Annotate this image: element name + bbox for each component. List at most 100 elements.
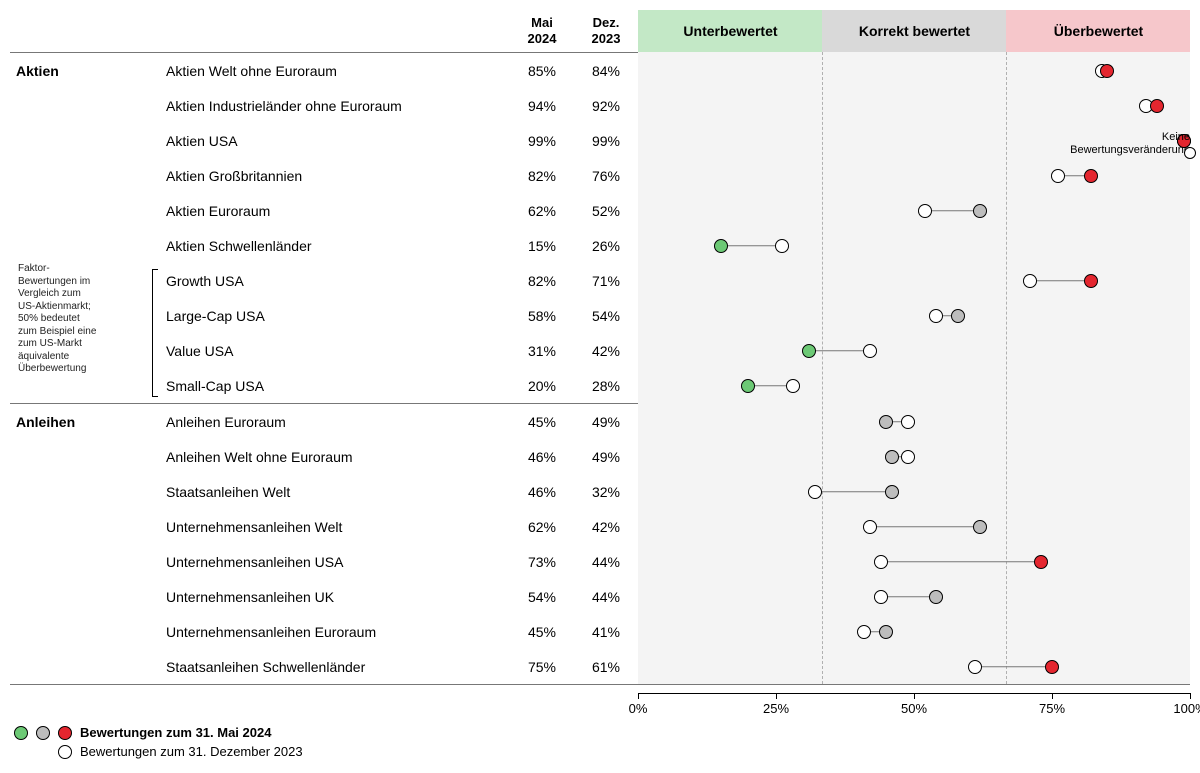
value-new: 46% xyxy=(510,474,574,509)
value-new: 82% xyxy=(510,263,574,298)
value-old: 49% xyxy=(574,439,638,474)
value-old: 84% xyxy=(574,53,638,88)
value-old: 49% xyxy=(574,404,638,439)
legend-row-old: Bewertungen zum 31. Dezember 2023 xyxy=(14,744,1190,759)
zone-header-1: Korrekt bewertet xyxy=(822,10,1006,52)
axis-tick-label: 0% xyxy=(629,701,648,716)
connector-line xyxy=(881,596,936,598)
table-row: Unternehmensanleihen Welt62%42% xyxy=(10,509,1190,544)
table-row: Anleihen Welt ohne Euroraum46%49% xyxy=(10,439,1190,474)
table-row: Small-Cap USA20%28% xyxy=(10,368,1190,403)
row-label: Unternehmensanleihen Euroraum xyxy=(150,614,510,649)
legend-dot-icon xyxy=(58,745,72,759)
value-old: 44% xyxy=(574,544,638,579)
value-old: 41% xyxy=(574,614,638,649)
dot-new xyxy=(1045,660,1059,674)
dot-new xyxy=(879,625,893,639)
value-new: 54% xyxy=(510,579,574,614)
category-cell xyxy=(10,509,150,544)
axis-tick-label: 100% xyxy=(1173,701,1200,716)
table-row: AktienAktien Welt ohne Euroraum85%84% xyxy=(10,53,1190,88)
axis-tick xyxy=(1052,693,1053,699)
row-plot xyxy=(638,158,1190,193)
value-new: 31% xyxy=(510,333,574,368)
dot-old xyxy=(863,520,877,534)
dot-new xyxy=(929,590,943,604)
connector-line xyxy=(1030,280,1091,282)
zone-header-0: Unterbewertet xyxy=(638,10,822,52)
dot-old xyxy=(857,625,871,639)
table-row: Growth USA82%71% xyxy=(10,263,1190,298)
row-label: Aktien Euroraum xyxy=(150,193,510,228)
row-label: Aktien Großbritannien xyxy=(150,158,510,193)
legend-row-new: Bewertungen zum 31. Mai 2024 xyxy=(14,725,1190,740)
dot-old xyxy=(901,450,915,464)
row-label: Large-Cap USA xyxy=(150,298,510,333)
row-plot xyxy=(638,368,1190,403)
dot-old xyxy=(1023,274,1037,288)
category-cell xyxy=(10,649,150,684)
col-header-old: Dez.2023 xyxy=(574,10,638,52)
row-label: Staatsanleihen Welt xyxy=(150,474,510,509)
group-separator xyxy=(10,684,1190,685)
value-old: 76% xyxy=(574,158,638,193)
table-row: Aktien Großbritannien82%76% xyxy=(10,158,1190,193)
category-cell xyxy=(10,228,150,263)
axis-tick-label: 50% xyxy=(901,701,927,716)
row-label: Unternehmensanleihen Welt xyxy=(150,509,510,544)
dot-new xyxy=(714,239,728,253)
bracket-icon xyxy=(152,269,158,397)
dot-old xyxy=(901,415,915,429)
value-new: 99% xyxy=(510,123,574,158)
value-new: 62% xyxy=(510,509,574,544)
value-new: 20% xyxy=(510,368,574,403)
value-new: 58% xyxy=(510,298,574,333)
dot-new xyxy=(1150,99,1164,113)
category-cell xyxy=(10,614,150,649)
table-row: Aktien Industrieländer ohne Euroraum94%9… xyxy=(10,88,1190,123)
dot-new xyxy=(741,379,755,393)
table-row: Value USA31%42% xyxy=(10,333,1190,368)
dot-old xyxy=(808,485,822,499)
axis-tick xyxy=(914,693,915,699)
row-plot xyxy=(638,193,1190,228)
row-label: Aktien Industrieländer ohne Euroraum xyxy=(150,88,510,123)
dot-new xyxy=(1034,555,1048,569)
connector-line xyxy=(881,561,1041,563)
dot-old xyxy=(775,239,789,253)
dot-new xyxy=(951,309,965,323)
category-cell xyxy=(10,579,150,614)
value-old: 92% xyxy=(574,88,638,123)
value-old: 52% xyxy=(574,193,638,228)
value-old: 28% xyxy=(574,368,638,403)
row-label: Small-Cap USA xyxy=(150,368,510,403)
value-new: 94% xyxy=(510,88,574,123)
dot-new xyxy=(879,415,893,429)
connector-line xyxy=(925,210,980,212)
row-label: Unternehmensanleihen USA xyxy=(150,544,510,579)
category-cell xyxy=(10,544,150,579)
x-axis: 0%25%50%75%100% xyxy=(10,689,1190,719)
axis-tick xyxy=(776,693,777,699)
row-plot xyxy=(638,614,1190,649)
connector-line xyxy=(721,245,782,247)
table-row: Large-Cap USA58%54% xyxy=(10,298,1190,333)
row-label: Unternehmensanleihen UK xyxy=(150,579,510,614)
table-row: AnleihenAnleihen Euroraum45%49% xyxy=(10,404,1190,439)
row-plot xyxy=(638,298,1190,333)
value-new: 75% xyxy=(510,649,574,684)
category-cell: Aktien xyxy=(10,53,150,88)
legend-dot-icon xyxy=(58,726,72,740)
value-old: 71% xyxy=(574,263,638,298)
row-label: Anleihen Welt ohne Euroraum xyxy=(150,439,510,474)
value-new: 73% xyxy=(510,544,574,579)
axis-tick xyxy=(638,693,639,699)
col-header-new: Mai2024 xyxy=(510,10,574,52)
category-cell xyxy=(10,158,150,193)
row-label: Anleihen Euroraum xyxy=(150,404,510,439)
table-row: Aktien Schwellenländer15%26% xyxy=(10,228,1190,263)
dot-old xyxy=(786,379,800,393)
value-old: 42% xyxy=(574,509,638,544)
value-old: 26% xyxy=(574,228,638,263)
dot-new xyxy=(1084,274,1098,288)
